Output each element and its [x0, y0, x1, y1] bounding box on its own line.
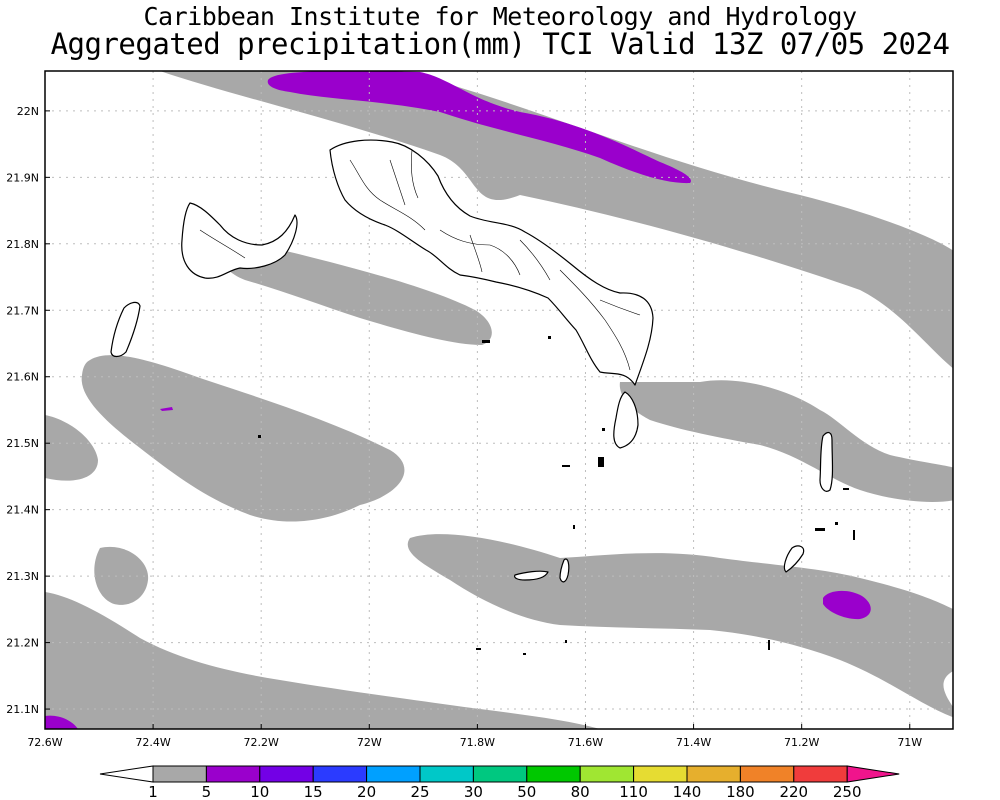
colorbar-swatch [259, 765, 314, 783]
y-tick-label: 21.2N [6, 637, 39, 650]
x-tick-label: 71.8W [460, 736, 495, 749]
colorbar-label: 140 [673, 783, 702, 800]
precip-patch-5-10mm [160, 407, 173, 411]
colorbar-label: 50 [517, 783, 536, 800]
chart-title: Caribbean Institute for Meteorology and … [143, 2, 857, 31]
colorbar-label: 25 [410, 783, 429, 800]
colorbar-label: 110 [619, 783, 648, 800]
map-grid [45, 71, 953, 729]
precip-band-1-5mm [81, 355, 405, 522]
colorbar-lower-arrow [99, 765, 154, 783]
x-tick-label: 72W [357, 736, 382, 749]
small-cays [258, 336, 855, 655]
x-axis: 72.6W 72.4W 72.2W 72W 71.8W 71.6W 71.4W 71.2W 71… [27, 724, 922, 749]
colorbar-swatch [633, 765, 688, 783]
y-tick-label: 21.1N [6, 703, 39, 716]
island-providenciales [181, 202, 298, 279]
precip-patch-5-10mm [823, 590, 871, 620]
colorbar-label: 250 [833, 783, 862, 800]
precip-band-1-5mm [220, 244, 492, 345]
colorbar-label: 1 [148, 783, 158, 800]
chart-subtitle: Aggregated precipitation(mm) TCI Valid 1… [50, 27, 950, 61]
y-tick-label: 21.4N [6, 504, 39, 517]
colorbar-label: 220 [779, 783, 808, 800]
colorbar-label: 10 [250, 783, 269, 800]
island-north-caicos-chain [329, 139, 654, 386]
x-tick-label: 72.6W [27, 736, 62, 749]
colorbar-swatch [739, 765, 795, 783]
plot-frame [44, 70, 954, 730]
y-tick-label: 22N [17, 105, 39, 118]
colorbar-swatch [312, 765, 368, 783]
x-tick-label: 72.4W [135, 736, 170, 749]
island-salt-cay [783, 545, 805, 573]
y-tick-label: 21.5N [6, 437, 39, 450]
precip-patch-5-10mm [267, 71, 691, 184]
precip-band-1-5mm [160, 71, 953, 369]
y-tick-label: 21.3N [6, 570, 39, 583]
x-tick-label: 71.6W [568, 736, 603, 749]
precip-band-1-5mm [407, 534, 953, 718]
island-east-caicos-south [613, 391, 639, 449]
colorbar: 1 5 10 15 20 25 30 50 80 110 140 180 220 250 [99, 765, 900, 800]
colorbar-upper-arrow [846, 765, 900, 783]
y-tick-label: 21.6N [6, 371, 39, 384]
colorbar-swatch [152, 765, 207, 783]
precipitation-field-layer [45, 71, 953, 729]
island-grand-turk [819, 431, 834, 492]
colorbar-swatch [366, 765, 421, 783]
colorbar-swatch [419, 765, 474, 783]
colorbar-label: 30 [464, 783, 483, 800]
island-south-caicos [513, 570, 549, 581]
precip-band-1-5mm [45, 592, 600, 729]
colorbar-label: 5 [202, 783, 212, 800]
precip-band-1-5mm [94, 546, 149, 605]
y-tick-label: 21.8N [6, 238, 39, 251]
x-tick-label: 71.4W [676, 736, 711, 749]
precip-patch-5-10mm [45, 715, 78, 729]
internal-boundaries [199, 149, 641, 371]
colorbar-label: 20 [357, 783, 376, 800]
coastlines [110, 139, 834, 583]
x-tick-label: 71.2W [784, 736, 819, 749]
y-tick-label: 21.7N [6, 304, 39, 317]
colorbar-label: 15 [304, 783, 323, 800]
x-tick-label: 72.2W [244, 736, 279, 749]
colorbar-swatch [472, 765, 528, 783]
colorbar-swatch [686, 765, 741, 783]
island-west-caicos [110, 301, 141, 358]
colorbar-swatch [579, 765, 635, 783]
y-axis: 22N 21.9N 21.8N 21.7N 21.6N 21.5N 21.4N 21.3N 21… [6, 105, 50, 716]
y-tick-label: 21.9N [6, 171, 39, 184]
colorbar-label: 180 [726, 783, 755, 800]
colorbar-swatch [205, 765, 261, 783]
island-cay [559, 558, 570, 583]
precip-band-1-5mm [45, 415, 98, 481]
colorbar-swatch [793, 765, 848, 783]
colorbar-swatch [526, 765, 581, 783]
colorbar-label: 80 [571, 783, 590, 800]
x-tick-label: 71W [897, 736, 922, 749]
precip-band-1-5mm [619, 380, 953, 502]
